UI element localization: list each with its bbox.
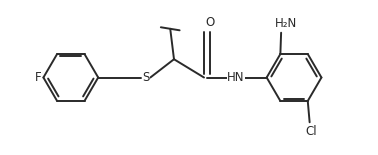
Text: F: F <box>35 71 42 84</box>
Text: H₂N: H₂N <box>275 17 297 30</box>
Text: Cl: Cl <box>306 125 317 138</box>
Text: O: O <box>205 16 214 29</box>
Text: S: S <box>142 71 150 84</box>
Text: HN: HN <box>227 71 245 84</box>
